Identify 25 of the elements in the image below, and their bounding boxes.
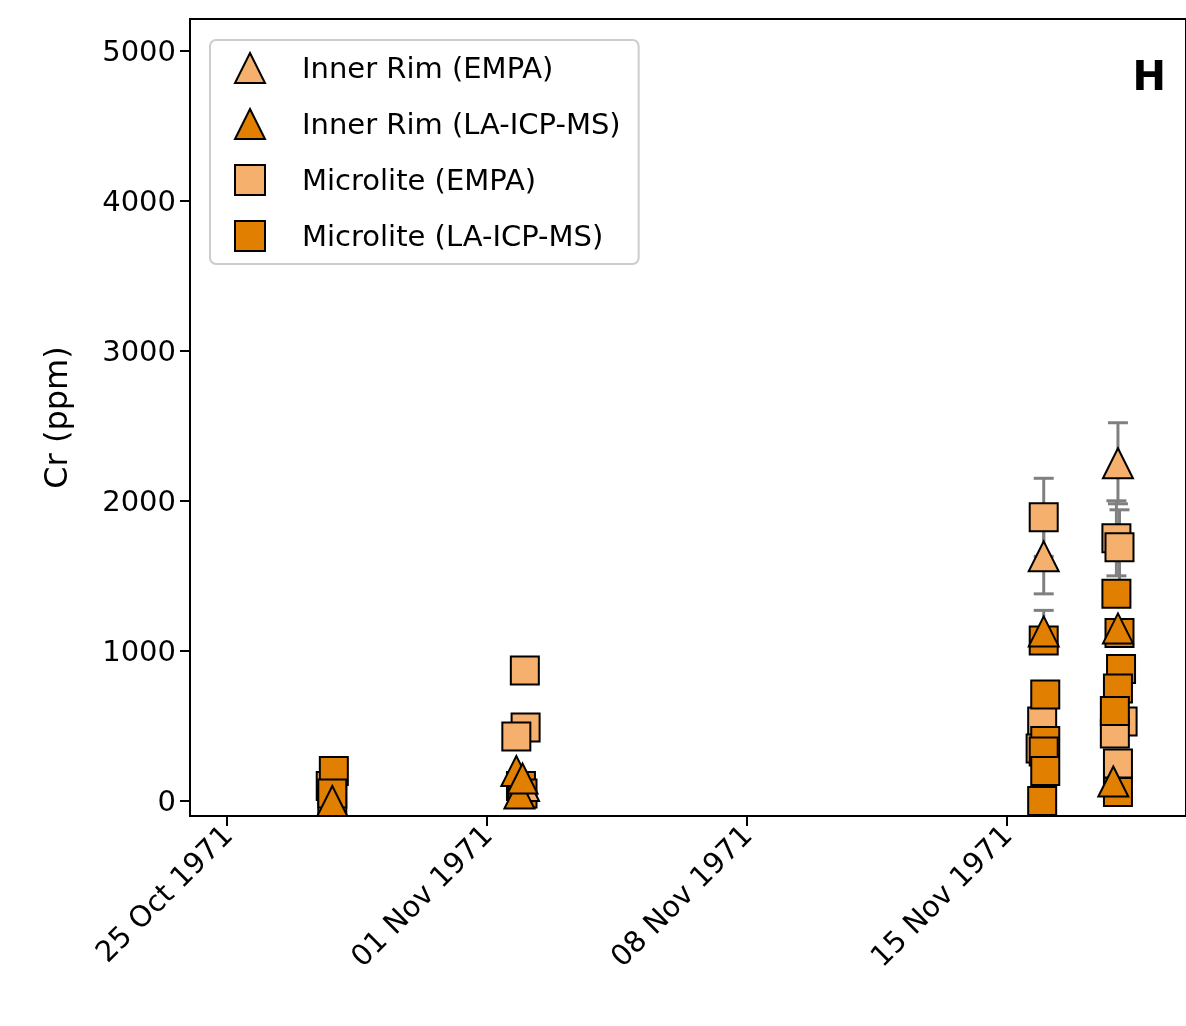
point: [1027, 540, 1060, 573]
y-tick-label: 2000: [102, 483, 176, 518]
legend-label: Inner Rim (LA-ICP-MS): [302, 107, 621, 141]
y-axis-title: Cr (ppm): [37, 346, 75, 489]
point: [1097, 765, 1130, 798]
y-tick-label: 0: [157, 783, 176, 818]
annotation: H: [1132, 53, 1167, 99]
y-tick-label: 1000: [102, 633, 176, 668]
y-tick-label: 4000: [102, 183, 176, 218]
legend-label: Microlite (LA-ICP-MS): [302, 219, 604, 253]
point: [1028, 502, 1059, 533]
point: [1030, 679, 1061, 710]
point: [1027, 785, 1058, 816]
point: [1101, 447, 1134, 480]
point: [509, 655, 540, 686]
y-tick-label: 3000: [102, 333, 176, 368]
point: [1099, 695, 1130, 726]
point: [1030, 755, 1061, 786]
point: [501, 721, 532, 752]
point: [1101, 578, 1132, 609]
point: [1027, 615, 1060, 648]
point: [1104, 532, 1135, 563]
y-tick-label: 5000: [102, 33, 176, 68]
legend-label: Microlite (EMPA): [302, 163, 537, 197]
legend-label: Inner Rim (EMPA): [302, 51, 554, 85]
